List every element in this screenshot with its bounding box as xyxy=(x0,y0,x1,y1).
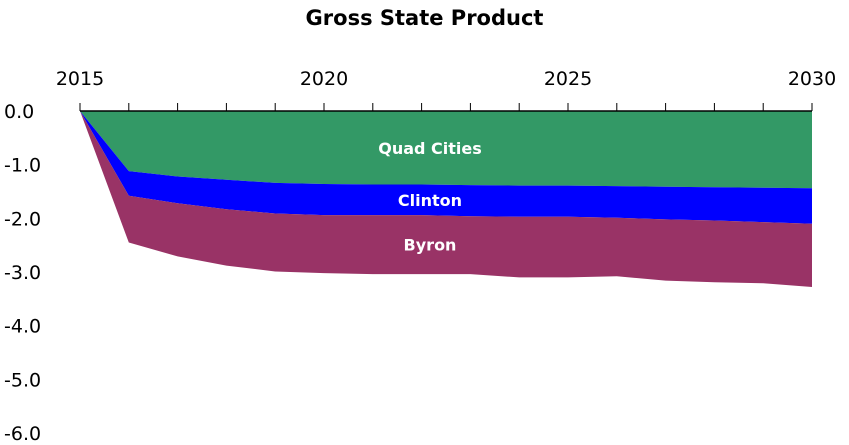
area-label-quad-cities: Quad Cities xyxy=(378,139,482,158)
x-tick-label: 2020 xyxy=(300,68,348,90)
x-tick-label: 2030 xyxy=(788,68,836,90)
x-tick-label: 2025 xyxy=(544,68,592,90)
area-clinton xyxy=(80,111,812,224)
area-quad-cities xyxy=(80,111,812,189)
y-tick-label: -2.0 xyxy=(4,208,41,230)
y-tick-labels: 0.0 -1.0 -2.0 -3.0 -4.0 -5.0 -6.0 xyxy=(4,101,41,445)
y-tick-label: -3.0 xyxy=(4,262,41,284)
chart-title: Gross State Product xyxy=(305,6,544,30)
area-labels: Quad Cities Clinton Byron xyxy=(378,139,482,255)
y-tick-label: -6.0 xyxy=(4,423,41,445)
x-axis xyxy=(79,103,813,112)
y-tick-label: -5.0 xyxy=(4,369,41,391)
y-tick-label: -4.0 xyxy=(4,316,41,338)
x-tick-labels: 2015 2020 2025 2030 xyxy=(56,68,836,90)
area-label-byron: Byron xyxy=(404,236,457,255)
y-tick-label: 0.0 xyxy=(4,101,34,123)
area-layers xyxy=(80,111,812,287)
area-label-clinton: Clinton xyxy=(398,191,462,210)
x-tick-label: 2015 xyxy=(56,68,104,90)
area-byron xyxy=(80,111,812,287)
y-tick-label: -1.0 xyxy=(4,155,41,177)
